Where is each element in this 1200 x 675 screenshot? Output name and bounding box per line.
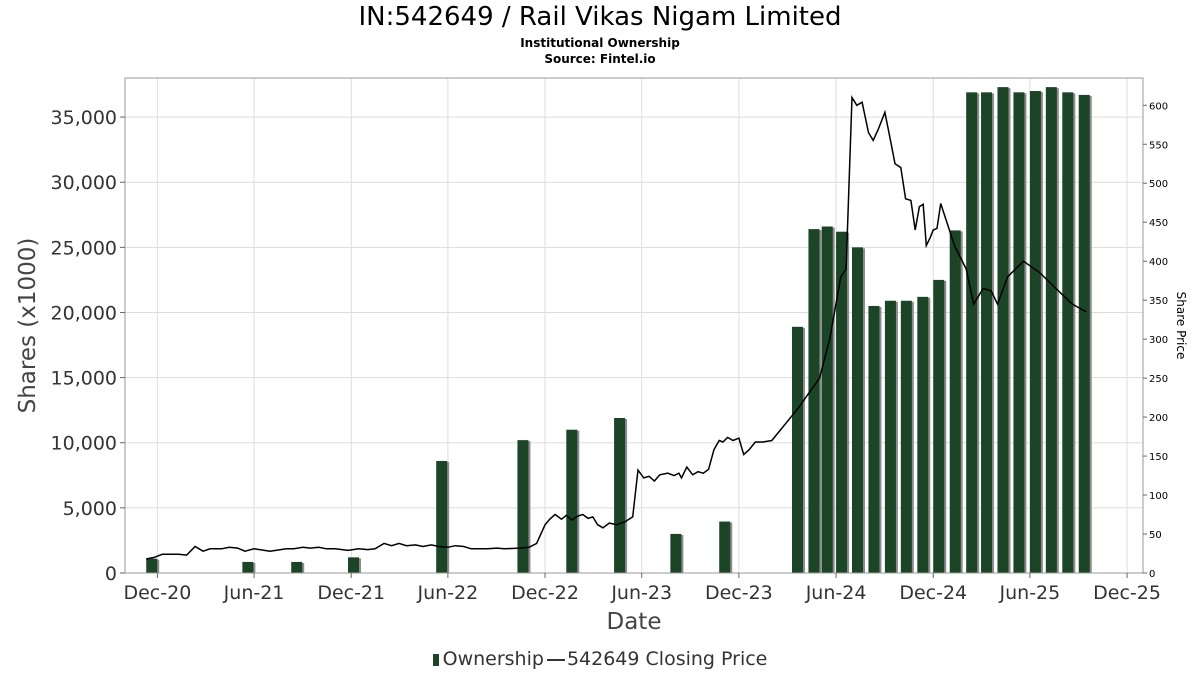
y2-tick-label: 50 — [1149, 530, 1162, 541]
ownership-bar — [348, 557, 360, 573]
ownership-bar — [997, 87, 1009, 574]
ownership-bar — [1078, 94, 1090, 574]
y-axis-label: Shares (x1000) — [15, 238, 41, 414]
ownership-bar — [981, 92, 993, 573]
price-line — [146, 94, 1087, 560]
y2-tick-label: 200 — [1149, 413, 1168, 424]
ownership-bar — [900, 300, 912, 573]
ownership-bar — [966, 92, 978, 573]
x-tick-label: Jun-23 — [610, 582, 672, 604]
ownership-bar — [821, 226, 833, 573]
ownership-bar — [242, 561, 254, 573]
ownership-bar — [1029, 91, 1041, 574]
legend: Ownership 542649 Closing Price — [0, 648, 1200, 670]
ownership-bar — [291, 561, 303, 573]
y2-tick-label: 250 — [1149, 374, 1168, 385]
ownership-bar — [884, 300, 896, 573]
x-tick-label: Dec-21 — [317, 582, 385, 604]
ownership-bar — [670, 533, 682, 573]
ownership-bar — [851, 247, 863, 573]
y2-tick-label: 300 — [1149, 335, 1168, 346]
ownership-bar — [1045, 87, 1057, 574]
y2-tick-label: 450 — [1149, 218, 1168, 229]
ownership-bar — [719, 521, 731, 573]
x-tick-label: Jun-25 — [999, 582, 1061, 604]
y2-tick-label: 550 — [1149, 140, 1168, 151]
ownership-bar — [517, 440, 529, 573]
ownership-bar — [436, 460, 448, 573]
x-tick-label: Dec-22 — [511, 582, 579, 604]
y2-axis-label: Share Price — [1174, 292, 1188, 360]
x-tick-label: Dec-23 — [705, 582, 773, 604]
ownership-bar — [949, 230, 961, 573]
x-tick-label: Jun-22 — [417, 582, 479, 604]
y-tick-label: 5,000 — [63, 498, 117, 520]
y-tick-label: 20,000 — [51, 302, 117, 324]
x-tick-label: Jun-21 — [223, 582, 285, 604]
legend-ownership-swatch — [432, 653, 439, 666]
ownership-bars — [146, 87, 1092, 574]
ownership-bar — [614, 417, 626, 573]
y2-tick-label: 600 — [1149, 101, 1168, 112]
y-tick-label: 35,000 — [51, 107, 117, 129]
y-tick-label: 10,000 — [51, 433, 117, 455]
x-tick-label: Jun-24 — [805, 582, 867, 604]
y-tick-label: 0 — [105, 563, 117, 585]
legend-ownership-label: Ownership — [442, 648, 544, 670]
x-axis-label: Date — [607, 609, 662, 635]
ownership-bar — [808, 229, 820, 573]
axes: 0 5,000 10,000 15,000 20,000 25,000 30,000 35,0… — [51, 101, 1169, 604]
plot-frame — [124, 77, 1144, 574]
legend-price-swatch — [546, 658, 565, 661]
y2-tick-label: 500 — [1149, 179, 1168, 190]
x-tick-label: Dec-20 — [123, 582, 191, 604]
ownership-bar — [917, 296, 929, 573]
ownership-bar — [933, 279, 945, 573]
y-tick-label: 25,000 — [51, 237, 117, 259]
chart-source: Source: Fintel.io — [544, 52, 656, 66]
x-tick-label: Dec-24 — [899, 582, 967, 604]
ownership-bar — [1062, 92, 1074, 573]
ownership-bar — [791, 326, 803, 573]
price-line-layer — [146, 94, 1087, 560]
y2-tick-label: 100 — [1149, 491, 1168, 502]
chart-subtitle: Institutional Ownership — [520, 36, 680, 50]
ownership-bar — [1013, 92, 1025, 573]
y-tick-label: 30,000 — [51, 172, 117, 194]
y2-tick-label: 150 — [1149, 452, 1168, 463]
ownership-bar — [836, 231, 848, 574]
y2-tick-label: 0 — [1149, 569, 1155, 580]
x-tick-label: Dec-25 — [1093, 582, 1161, 604]
ownership-bar — [868, 305, 880, 573]
ownership-bar — [146, 558, 158, 573]
ownership-bar — [566, 429, 578, 573]
y2-tick-label: 400 — [1149, 257, 1168, 268]
legend-price-label: 542649 Closing Price — [566, 648, 768, 670]
y-tick-label: 15,000 — [51, 368, 117, 390]
y2-tick-label: 350 — [1149, 296, 1168, 307]
chart-title: IN:542649 / Rail Vikas Nigam Limited — [358, 2, 842, 32]
